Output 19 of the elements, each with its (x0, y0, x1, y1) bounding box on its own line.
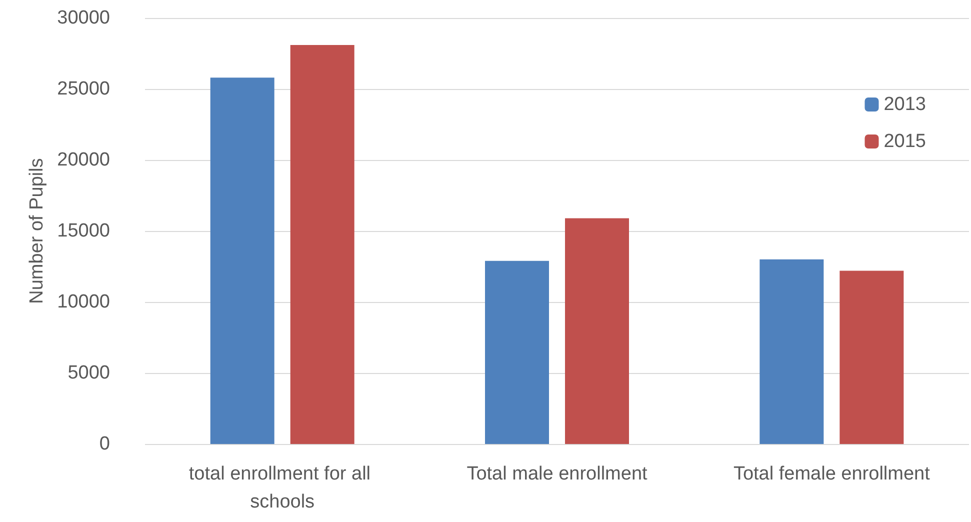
legend-label: 2015 (884, 131, 926, 152)
x-tick-label: total enrollment for all schools (188, 464, 376, 512)
y-tick-label: 30000 (57, 8, 110, 28)
legend-label: 2013 (884, 94, 926, 115)
bar (565, 218, 629, 444)
y-tick-label: 25000 (57, 78, 110, 100)
y-tick-label: 20000 (57, 150, 110, 170)
bar (840, 270, 904, 444)
bar (210, 78, 274, 444)
bar (760, 259, 824, 444)
y-axis-title: Number of Pupils (26, 158, 48, 304)
bar (290, 44, 354, 444)
bar (485, 260, 549, 444)
x-tick-label: Total female enrollment (733, 464, 931, 484)
x-tick-label: Total male enrollment (466, 464, 648, 484)
y-tick-label: 15000 (57, 220, 110, 242)
y-tick-label: 0 (99, 434, 110, 454)
y-tick-label: 5000 (68, 362, 110, 384)
y-tick-label: 10000 (57, 292, 110, 312)
